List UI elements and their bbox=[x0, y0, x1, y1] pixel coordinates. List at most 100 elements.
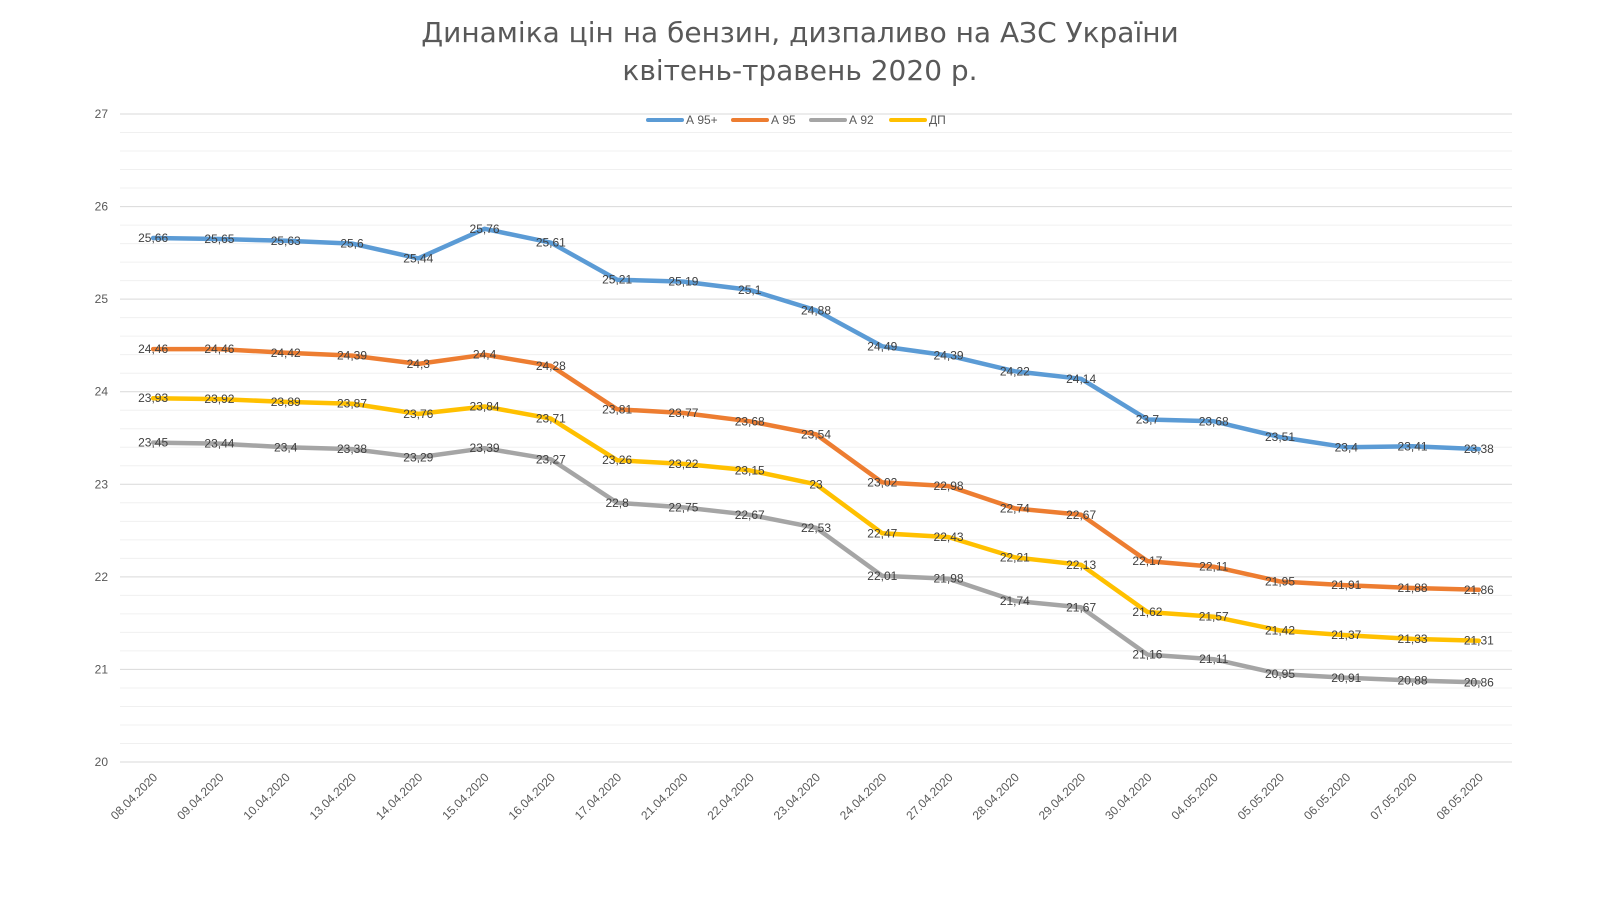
x-tick-label: 23.04.2020 bbox=[771, 770, 824, 823]
data-label: 23,93 bbox=[138, 391, 168, 405]
x-tick-label: 06.05.2020 bbox=[1301, 770, 1354, 823]
data-label: 24,39 bbox=[337, 349, 367, 363]
data-label: 23,84 bbox=[470, 400, 500, 414]
chart-title-line-2: квітень-травень 2020 р. bbox=[622, 54, 978, 87]
data-label: 22,11 bbox=[1199, 560, 1228, 574]
data-label: 22,74 bbox=[1000, 501, 1030, 515]
x-tick-label: 14.04.2020 bbox=[373, 770, 426, 823]
data-label: 22,43 bbox=[934, 530, 964, 544]
data-label: 23,7 bbox=[1136, 412, 1160, 426]
data-label: 23,29 bbox=[403, 450, 433, 464]
data-label: 21,37 bbox=[1331, 628, 1361, 642]
data-label: 25,76 bbox=[470, 222, 500, 236]
y-tick-label: 22 bbox=[95, 570, 109, 584]
data-label: 24,4 bbox=[473, 348, 497, 362]
x-tick-label: 13.04.2020 bbox=[307, 770, 360, 823]
x-tick-label: 29.04.2020 bbox=[1036, 770, 1089, 823]
data-label: 25,21 bbox=[602, 273, 632, 287]
data-label: 25,19 bbox=[668, 275, 698, 289]
data-label: 24,88 bbox=[801, 303, 831, 317]
data-label: 23,02 bbox=[867, 475, 897, 489]
data-label: 23,54 bbox=[801, 427, 831, 441]
data-label: 25,65 bbox=[204, 232, 234, 246]
data-label: 20,91 bbox=[1331, 671, 1361, 685]
data-label: 23,4 bbox=[1335, 440, 1359, 454]
y-tick-label: 20 bbox=[95, 755, 109, 769]
data-label: 23,71 bbox=[536, 412, 566, 426]
data-label: 23,22 bbox=[668, 457, 698, 471]
data-label: 23,38 bbox=[1464, 442, 1494, 456]
data-label: 23,68 bbox=[735, 414, 765, 428]
data-label: 23,44 bbox=[204, 437, 234, 451]
legend-entry: А 95+ bbox=[686, 113, 718, 127]
x-tick-label: 28.04.2020 bbox=[970, 770, 1023, 823]
data-label: 23,15 bbox=[735, 463, 765, 477]
legend-entry: А 92 bbox=[849, 113, 874, 127]
data-label: 22,8 bbox=[605, 496, 629, 510]
x-tick-label: 30.04.2020 bbox=[1102, 770, 1155, 823]
y-tick-label: 26 bbox=[95, 200, 109, 214]
data-label: 22,13 bbox=[1066, 558, 1096, 572]
data-label: 21,86 bbox=[1464, 583, 1494, 597]
data-label: 23,51 bbox=[1265, 430, 1295, 444]
x-tick-label: 05.05.2020 bbox=[1235, 770, 1288, 823]
x-tick-label: 17.04.2020 bbox=[572, 770, 625, 823]
x-tick-label: 22.04.2020 bbox=[704, 770, 757, 823]
data-label: 22,47 bbox=[867, 526, 897, 540]
chart-title: Динаміка цін на бензин, дизпаливо на АЗС… bbox=[0, 14, 1600, 90]
series-line-3 bbox=[150, 440, 1482, 685]
data-label: 24,49 bbox=[867, 339, 897, 353]
data-label: 23,89 bbox=[271, 395, 301, 409]
data-label: 25,6 bbox=[340, 237, 364, 251]
data-label: 23,92 bbox=[204, 392, 234, 406]
y-tick-label: 25 bbox=[95, 292, 109, 306]
x-tick-label: 21.04.2020 bbox=[638, 770, 691, 823]
data-label: 24,46 bbox=[138, 342, 168, 356]
data-label: 23,4 bbox=[274, 440, 298, 454]
data-label: 21,31 bbox=[1464, 634, 1494, 648]
data-label: 23,87 bbox=[337, 397, 367, 411]
data-label: 24,3 bbox=[407, 357, 431, 371]
data-label: 21,91 bbox=[1331, 578, 1361, 592]
data-label: 25,61 bbox=[536, 236, 566, 250]
data-label: 23,41 bbox=[1398, 439, 1428, 453]
data-label: 25,63 bbox=[271, 234, 301, 248]
y-axis-ticks: 20 21 22 23 24 25 26 27 bbox=[95, 107, 109, 769]
data-label: 21,42 bbox=[1265, 624, 1295, 638]
data-label: 23,77 bbox=[668, 406, 698, 420]
data-label: 23,38 bbox=[337, 442, 367, 456]
legend-entry: А 95 bbox=[771, 113, 796, 127]
y-tick-label: 24 bbox=[95, 385, 109, 399]
data-label: 22,53 bbox=[801, 521, 831, 535]
y-tick-label: 23 bbox=[95, 477, 109, 491]
data-label: 23,45 bbox=[138, 436, 168, 450]
data-label: 23,81 bbox=[602, 402, 632, 416]
data-label: 22,75 bbox=[668, 500, 698, 514]
data-label: 24,14 bbox=[1066, 372, 1096, 386]
data-label: 21,33 bbox=[1398, 632, 1428, 646]
data-label: 25,66 bbox=[138, 231, 168, 245]
x-tick-label: 08.05.2020 bbox=[1434, 770, 1487, 823]
data-label: 21,62 bbox=[1132, 605, 1162, 619]
x-tick-label: 08.04.2020 bbox=[108, 770, 161, 823]
data-label: 23,27 bbox=[536, 452, 566, 466]
data-label: 22,01 bbox=[867, 569, 897, 583]
data-label: 25,1 bbox=[738, 283, 762, 297]
data-label: 21,16 bbox=[1132, 648, 1162, 662]
x-tick-label: 24.04.2020 bbox=[837, 770, 890, 823]
y-tick-label: 21 bbox=[95, 662, 109, 676]
x-tick-label: 07.05.2020 bbox=[1367, 770, 1420, 823]
data-label: 24,39 bbox=[934, 349, 964, 363]
x-tick-label: 09.04.2020 bbox=[174, 770, 227, 823]
data-label: 22,17 bbox=[1132, 554, 1162, 568]
data-label: 25,44 bbox=[403, 251, 433, 265]
data-label: 22,98 bbox=[934, 479, 964, 493]
series-line-4 bbox=[150, 395, 1482, 643]
data-label: 21,11 bbox=[1199, 652, 1228, 666]
data-label: 20,88 bbox=[1398, 674, 1428, 688]
data-label: 20,95 bbox=[1265, 667, 1295, 681]
data-label: 23,39 bbox=[470, 441, 500, 455]
y-tick-label: 27 bbox=[95, 107, 109, 121]
x-tick-label: 10.04.2020 bbox=[240, 770, 293, 823]
